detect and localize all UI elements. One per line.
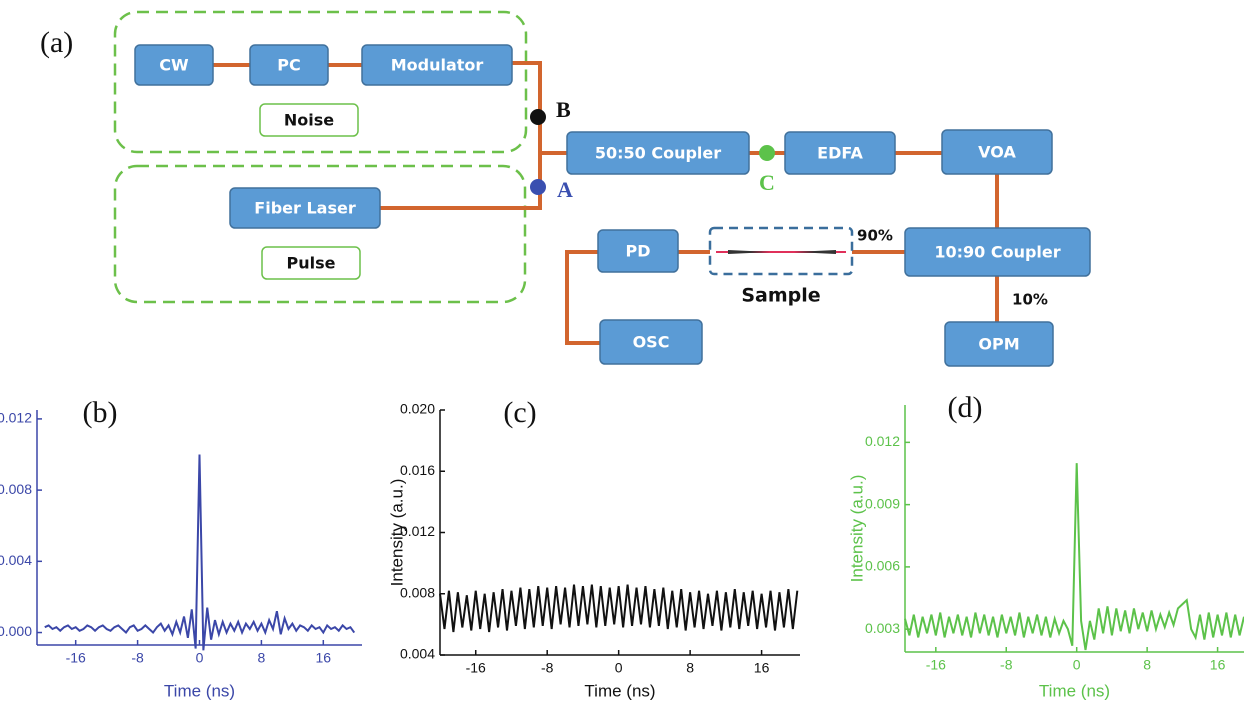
data-line [439, 584, 799, 633]
x-tick-label: -16 [66, 650, 86, 666]
panel-label: (c) [503, 396, 536, 429]
x-tick-label: 0 [615, 660, 623, 676]
node-box [941, 129, 1053, 175]
node-label: 10:90 Coupler [934, 243, 1060, 262]
y-tick-label: 0.003 [865, 620, 900, 636]
y-tick-label: 0.012 [400, 523, 435, 539]
data-line [44, 454, 356, 651]
group-label: Pulse [287, 254, 336, 273]
y-tick-label: 0.006 [865, 558, 900, 574]
x-tick-label: 16 [754, 660, 770, 676]
node-label: Modulator [391, 56, 484, 75]
y-tick-label: 0.004 [0, 552, 32, 568]
x-tick-label: 8 [1143, 657, 1151, 673]
panel-label: (a) [40, 26, 73, 59]
node-box [904, 227, 1091, 277]
x-axis-label: Time (ns) [584, 681, 655, 700]
group-label-box [261, 246, 361, 280]
x-tick-label: -16 [466, 660, 486, 676]
node-label: OPM [978, 335, 1019, 354]
x-tick-label: 8 [686, 660, 694, 676]
sample-label: Sample [741, 285, 820, 307]
chart: 0.000 0.004 0.008 0.012 -16 -8 0 8 16 (b) Time (ns… [0, 396, 362, 700]
chart: 0.003 0.006 0.009 0.012 -16 -8 0 8 16 (d) Time (ns… [847, 391, 1244, 700]
x-tick-label: -16 [926, 657, 946, 673]
node-box [361, 44, 513, 86]
x-axis-label: Time (ns) [164, 681, 235, 700]
node-label: EDFA [817, 144, 863, 163]
node-box [597, 229, 679, 273]
node-label: 50:50 Coupler [595, 144, 721, 163]
node-label: OSC [633, 333, 670, 352]
panel-label: (b) [83, 396, 118, 429]
y-axis-label: Intensity (a.u.) [387, 479, 406, 587]
data-line [904, 463, 1244, 651]
x-axis-label: Time (ns) [1039, 681, 1110, 700]
node-box [784, 131, 896, 175]
x-tick-label: 16 [316, 650, 332, 666]
node-label: VOA [978, 143, 1016, 162]
panel-label: (d) [948, 391, 983, 424]
x-tick-label: -8 [131, 650, 144, 666]
node-box [229, 187, 381, 229]
group-label: Noise [284, 111, 334, 130]
annotation: 10% [1012, 291, 1048, 309]
x-tick-label: -8 [1000, 657, 1013, 673]
node-box [944, 321, 1054, 367]
chart: 0.004 0.008 0.012 0.016 0.020 -16 -8 0 8 16 (c) Tim… [387, 396, 800, 700]
node-box [566, 131, 750, 175]
sample-box [708, 226, 854, 276]
setup-diagram: (a) Sample 90% 10% CW PC Modulator 50:50 Co… [40, 10, 1091, 367]
y-tick-label: 0.016 [400, 462, 435, 478]
y-tick-label: 0.020 [400, 401, 435, 417]
y-tick-label: 0.012 [0, 410, 32, 426]
node-box [134, 44, 214, 86]
y-axis-label: Intensity (a.u.) [847, 475, 866, 583]
y-tick-label: 0.012 [865, 433, 900, 449]
y-tick-label: 0.000 [0, 623, 32, 639]
pulse-group-box [113, 164, 527, 304]
x-tick-label: -8 [541, 660, 554, 676]
junction-label: B [556, 97, 571, 122]
annotation: 90% [857, 227, 893, 245]
y-tick-label: 0.008 [400, 584, 435, 600]
sample-taper [728, 250, 836, 254]
node-label: Fiber Laser [254, 199, 356, 218]
junction-label: A [557, 177, 573, 202]
junction-dot [530, 109, 546, 125]
x-tick-label: 0 [1073, 657, 1081, 673]
junction-label: C [759, 170, 775, 195]
node-box [599, 319, 703, 365]
x-tick-label: 0 [196, 650, 204, 666]
node-label: CW [159, 56, 189, 75]
x-tick-label: 8 [258, 650, 266, 666]
junction-dot [530, 179, 546, 195]
junction-dot [759, 145, 775, 161]
y-tick-label: 0.004 [400, 646, 435, 662]
y-tick-label: 0.008 [0, 481, 32, 497]
node-box [249, 44, 329, 86]
x-tick-label: 16 [1210, 657, 1226, 673]
node-label: PC [277, 56, 300, 75]
group-label-box [259, 103, 359, 137]
y-tick-label: 0.009 [865, 495, 900, 511]
node-label: PD [625, 242, 650, 261]
